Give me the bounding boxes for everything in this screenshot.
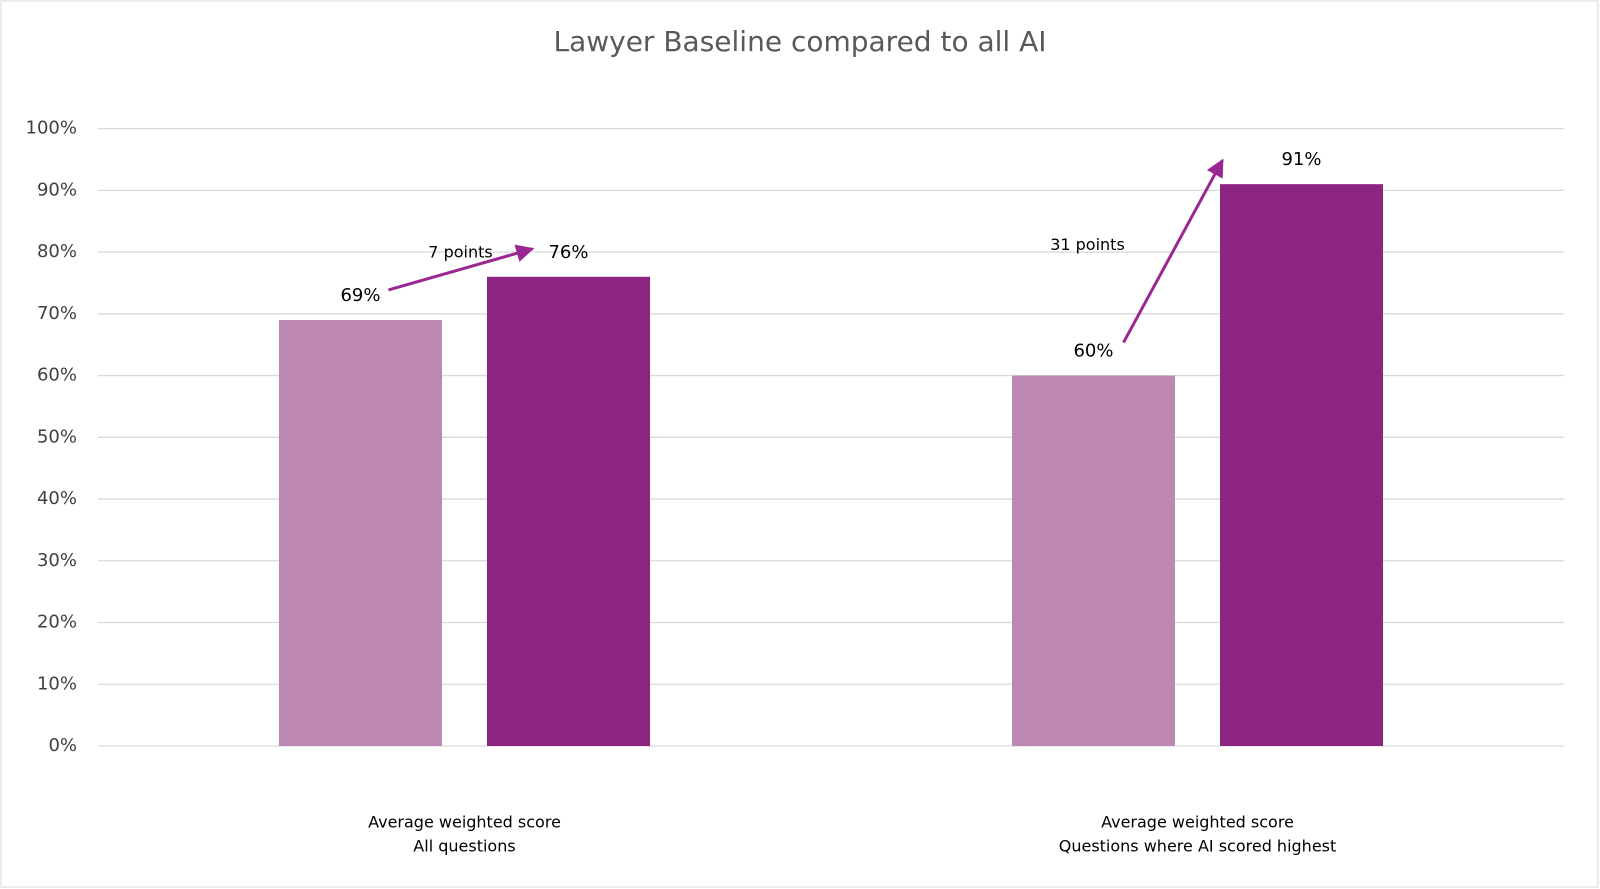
y-tick-label: 20% bbox=[37, 612, 77, 633]
y-tick-label: 50% bbox=[37, 426, 77, 447]
y-tick-label: 80% bbox=[37, 241, 77, 262]
annotation: 31 points bbox=[1050, 235, 1125, 254]
x-tick-label: Questions where AI scored highest bbox=[1059, 837, 1337, 856]
chart-title: Lawyer Baseline compared to all AI bbox=[553, 25, 1046, 58]
bar bbox=[1012, 375, 1175, 746]
data-label: 60% bbox=[1073, 341, 1113, 362]
annotation-arrow bbox=[1122, 158, 1224, 344]
data-label: 76% bbox=[548, 242, 588, 263]
bar bbox=[279, 319, 442, 746]
annotation-arrow bbox=[388, 244, 535, 292]
y-tick-label: 100% bbox=[26, 118, 77, 139]
y-tick-label: 0% bbox=[48, 735, 77, 756]
bar bbox=[1220, 184, 1383, 746]
x-tick-label: Average weighted score bbox=[368, 813, 561, 832]
data-label: 69% bbox=[340, 285, 380, 306]
y-tick-label: 40% bbox=[37, 488, 77, 509]
annotation: 7 points bbox=[428, 242, 492, 261]
x-tick-label: All questions bbox=[413, 837, 515, 856]
y-tick-label: 70% bbox=[37, 303, 77, 324]
y-tick-label: 60% bbox=[37, 365, 77, 386]
y-tick-label: 90% bbox=[37, 179, 77, 200]
y-tick-label: 10% bbox=[37, 673, 77, 694]
y-tick-label: 30% bbox=[37, 550, 77, 571]
x-tick-label: Average weighted score bbox=[1101, 813, 1294, 832]
bar bbox=[487, 276, 650, 746]
data-label: 91% bbox=[1281, 149, 1321, 170]
